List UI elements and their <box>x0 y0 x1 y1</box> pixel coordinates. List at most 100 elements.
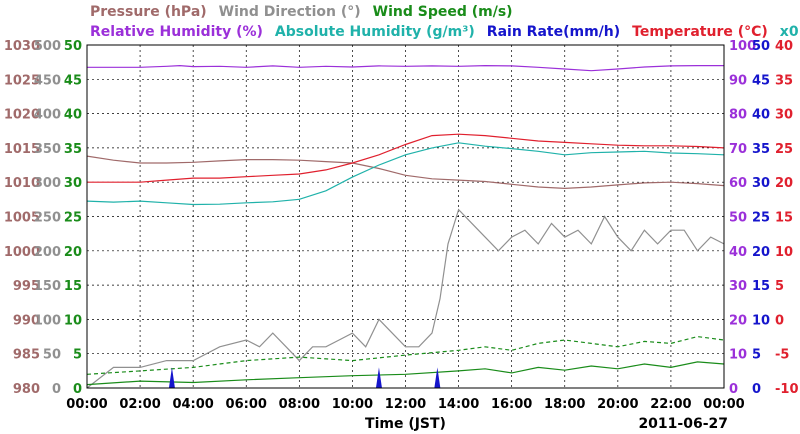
tick-label-pressure: 1005 <box>4 211 40 226</box>
tick-label-wind_dir: 450 <box>34 73 61 88</box>
tick-label-humidity: 40 <box>729 245 747 260</box>
tick-label-rain: 45 <box>752 73 770 88</box>
tick-label-rain: 5 <box>752 348 761 363</box>
tick-label-humidity: 100 <box>729 39 756 54</box>
tick-label-temperature: -5 <box>775 348 789 363</box>
tick-label-humidity: 70 <box>729 142 747 157</box>
tick-label-humidity: 30 <box>729 279 747 294</box>
legend-row-2: Relative Humidity (%) Absolute Humidity (… <box>90 24 800 40</box>
tick-label-temperature: 0 <box>775 313 784 328</box>
tick-label-wind_dir: 100 <box>34 313 61 328</box>
x-tick-label: 02:00 <box>119 397 160 412</box>
tick-label-pressure: 1020 <box>4 108 40 123</box>
tick-label-temperature: 35 <box>775 73 793 88</box>
legend-item: Rain Rate(mm/h) <box>487 24 620 40</box>
tick-label-rain: 0 <box>752 382 761 397</box>
tick-label-pressure: 1010 <box>4 176 40 191</box>
tick-label-wind_dir: 250 <box>34 211 61 226</box>
plot-grid <box>87 45 724 388</box>
tick-label-pressure: 985 <box>13 348 40 363</box>
tick-label-wind_speed: 0 <box>73 382 82 397</box>
series-line <box>86 335 725 375</box>
tick-label-humidity: 50 <box>729 211 747 226</box>
tick-label-humidity: 90 <box>729 73 747 88</box>
rain-spike <box>434 367 441 388</box>
tick-label-wind_speed: 50 <box>64 39 82 54</box>
series-line <box>86 208 725 389</box>
x-tick-label: 08:00 <box>279 397 320 412</box>
rain-spike <box>375 367 382 388</box>
x-tick-label: 22:00 <box>650 397 691 412</box>
tick-label-temperature: 5 <box>775 279 784 294</box>
x-tick-label: 16:00 <box>491 397 532 412</box>
tick-label-wind_dir: 150 <box>34 279 61 294</box>
tick-label-wind_speed: 5 <box>73 348 82 363</box>
tick-label-rain: 30 <box>752 176 770 191</box>
tick-label-temperature: 30 <box>775 108 793 123</box>
tick-label-wind_speed: 40 <box>64 108 82 123</box>
tick-label-humidity: 80 <box>729 108 747 123</box>
legend-item: Wind Direction (°) <box>219 4 361 20</box>
x-axis-label: Time (JST) <box>365 416 446 432</box>
x-tick-label: 12:00 <box>385 397 426 412</box>
x-tick-label: 00:00 <box>703 397 744 412</box>
tick-label-wind_speed: 35 <box>64 142 82 157</box>
tick-label-pressure: 995 <box>13 279 40 294</box>
left-axes: 1030102510201015101010051000995990985980… <box>4 39 82 397</box>
tick-label-pressure: 1025 <box>4 73 40 88</box>
x-tick-label: 10:00 <box>332 397 373 412</box>
x-tick-label: 04:00 <box>172 397 213 412</box>
tick-label-wind_speed: 20 <box>64 245 82 260</box>
tick-label-humidity: 60 <box>729 176 747 191</box>
tick-label-wind_speed: 15 <box>64 279 82 294</box>
legend-item: x0.3 <box>780 24 800 40</box>
rain-spike <box>168 367 175 388</box>
tick-label-rain: 10 <box>752 313 770 328</box>
x-axis: 00:00 02:00 04:00 06:00 08:00 10:00 12:00 14:00… <box>66 397 744 412</box>
tick-label-wind_speed: 45 <box>64 73 82 88</box>
series-line <box>87 64 724 72</box>
tick-label-pressure: 980 <box>13 382 40 397</box>
tick-label-rain: 40 <box>752 108 770 123</box>
tick-label-humidity: 0 <box>729 382 738 397</box>
legend-item: Wind Speed (m/s) <box>373 4 513 20</box>
tick-label-wind_speed: 30 <box>64 176 82 191</box>
legend-row-1: Pressure (hPa) Wind Direction (°) Wind Spe… <box>90 4 513 20</box>
tick-label-wind_speed: 10 <box>64 313 82 328</box>
tick-label-pressure: 1030 <box>4 39 40 54</box>
tick-label-temperature: 25 <box>775 142 793 157</box>
tick-label-rain: 20 <box>752 245 770 260</box>
tick-label-wind_dir: 200 <box>34 245 61 260</box>
tick-label-wind_dir: 300 <box>34 176 61 191</box>
x-tick-label: 14:00 <box>438 397 479 412</box>
tick-label-temperature: 10 <box>775 245 793 260</box>
x-tick-label: 00:00 <box>66 397 107 412</box>
tick-label-wind_dir: 50 <box>43 348 61 363</box>
legend-item: Relative Humidity (%) <box>90 24 263 40</box>
series-line <box>87 133 725 183</box>
tick-label-humidity: 10 <box>729 348 747 363</box>
tick-label-wind_dir: 500 <box>34 39 61 54</box>
plot-series <box>86 64 725 389</box>
tick-label-rain: 25 <box>752 211 770 226</box>
tick-label-wind_dir: 400 <box>34 108 61 123</box>
legend-item: Pressure (hPa) <box>90 4 207 20</box>
tick-label-rain: 50 <box>752 39 770 54</box>
x-tick-label: 20:00 <box>597 397 638 412</box>
tick-label-rain: 35 <box>752 142 770 157</box>
tick-label-pressure: 1015 <box>4 142 40 157</box>
tick-label-temperature: 15 <box>775 211 793 226</box>
tick-label-wind_speed: 25 <box>64 211 82 226</box>
plot-frame <box>86 44 725 389</box>
tick-label-wind_dir: 0 <box>52 382 61 397</box>
right-axes: 1009080706050403020100504540353025201510… <box>729 39 799 397</box>
legend-item: Absolute Humidity (g/m³) <box>275 24 475 40</box>
tick-label-temperature: -10 <box>775 382 799 397</box>
date-label: 2011-06-27 <box>638 416 728 432</box>
tick-label-temperature: 40 <box>775 39 793 54</box>
legend-item: Temperature (°C) <box>632 24 768 40</box>
series-line <box>86 142 725 206</box>
x-tick-label: 18:00 <box>544 397 585 412</box>
tick-label-pressure: 1000 <box>4 245 40 260</box>
